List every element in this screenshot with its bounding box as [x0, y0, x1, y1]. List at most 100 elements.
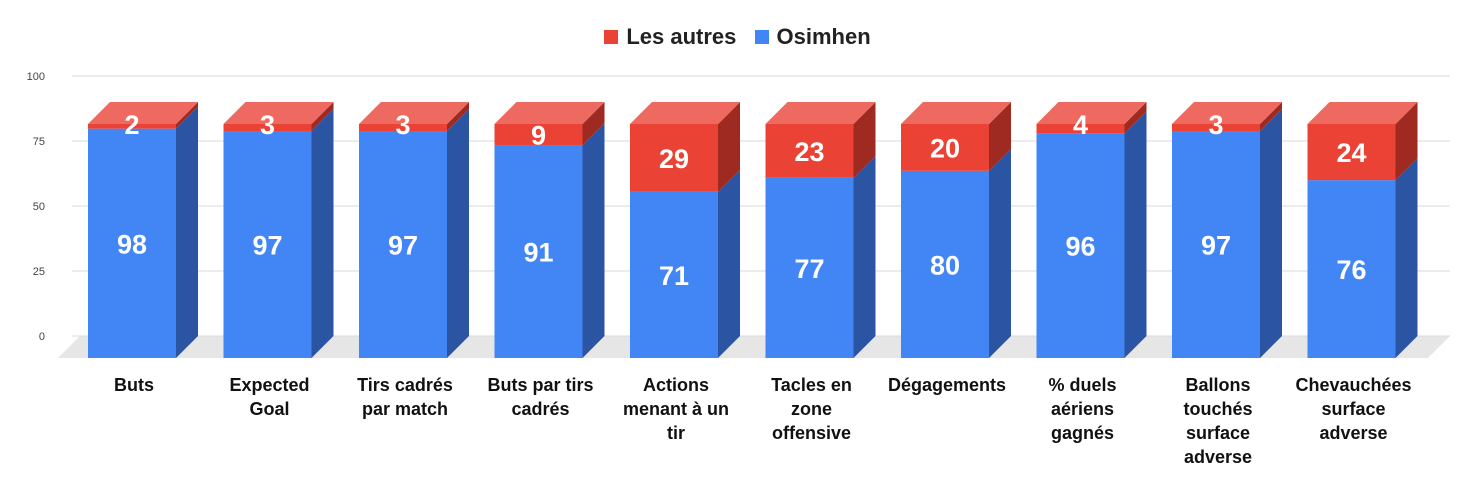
data-label-osimhen-3: 91 [523, 238, 553, 268]
x-tick-label-line: Buts [114, 375, 154, 395]
bar-les-autres-side-2 [447, 102, 469, 132]
x-tick-label-7: % duels aériens gagnés [1048, 375, 1116, 443]
bar-les-autres-side-8 [1260, 102, 1282, 132]
data-label-osimhen-0: 98 [117, 229, 147, 259]
data-label-les-autres-0: 2 [124, 110, 139, 140]
data-label-osimhen-4: 71 [659, 261, 689, 291]
x-tick-label-8: Ballons touchés surface adverse [1183, 375, 1252, 467]
data-label-les-autres-9: 24 [1336, 138, 1366, 168]
bar-top-6 [901, 102, 1011, 124]
x-tick-label-line: offensive [772, 423, 851, 443]
bar-top-2 [359, 102, 469, 124]
bar-osimhen-2 [359, 131, 447, 358]
legend-label-osimhen: Osimhen [776, 24, 871, 49]
x-tick-label-line: Actions [643, 375, 709, 395]
bar-les-autres-6 [901, 124, 989, 171]
bar-osimhen-6 [901, 170, 989, 358]
data-label-osimhen-7: 96 [1065, 232, 1095, 262]
x-tick-label-line: cadrés [511, 399, 569, 419]
x-tick-label-line: Ballons [1185, 375, 1250, 395]
bar-osimhen-4 [630, 191, 718, 358]
bar-les-autres-side-1 [311, 102, 334, 132]
bar-les-autres-side-9 [1395, 102, 1418, 181]
x-tick-label-line: gagnés [1051, 423, 1114, 443]
bar-top-7 [1036, 102, 1147, 124]
bar-les-autres-side-4 [718, 102, 740, 192]
x-tick-label-line: Tacles en [771, 375, 852, 395]
bar-top-8 [1172, 102, 1282, 124]
x-tick-label-line: adverse [1319, 423, 1387, 443]
bar-osimhen-3 [494, 145, 583, 358]
bar-les-autres-9 [1307, 124, 1396, 181]
legend-swatch-osimhen [754, 30, 769, 44]
legend: Les autres Osimhen [0, 24, 1475, 50]
x-tick-label-line: zone [791, 399, 832, 419]
bar-les-autres-1 [223, 124, 312, 132]
legend-item-les-autres[interactable]: Les autres [604, 24, 736, 50]
y-tick-label-25: 25 [33, 266, 45, 278]
data-label-les-autres-3: 9 [531, 121, 546, 151]
y-tick-label-100: 100 [27, 71, 45, 83]
data-label-les-autres-2: 3 [395, 110, 410, 140]
bar-top-3 [494, 102, 605, 124]
data-label-les-autres-7: 4 [1073, 110, 1088, 140]
y-tick-label-75: 75 [33, 136, 45, 148]
legend-item-osimhen[interactable]: Osimhen [754, 24, 871, 50]
x-tick-label-line: Tirs cadrés [357, 375, 453, 395]
bar-top-0 [88, 102, 198, 124]
x-tick-label-line: Buts par tirs [487, 375, 593, 395]
x-tick-label-1: Expected Goal [229, 375, 309, 419]
x-tick-label-4: Actions menant à un tir [623, 375, 729, 443]
bar-osimhen-side-2 [447, 109, 469, 359]
bar-les-autres-4 [630, 124, 718, 192]
x-tick-label-line: Goal [249, 399, 289, 419]
bar-osimhen-8 [1172, 131, 1260, 358]
x-tick-label-line: tir [667, 423, 685, 443]
x-tick-label-line: par match [362, 399, 448, 419]
x-tick-label-6: Dégagements [888, 375, 1006, 395]
x-tick-label-line: % duels [1048, 375, 1116, 395]
x-tick-label-2: Tirs cadrés par match [357, 375, 453, 419]
data-label-osimhen-8: 97 [1201, 231, 1231, 261]
data-label-osimhen-9: 76 [1336, 255, 1366, 285]
bar-osimhen-side-8 [1260, 109, 1282, 359]
x-tick-label-line: surface [1186, 423, 1250, 443]
legend-swatch-les-autres [604, 30, 619, 44]
x-tick-label-line: surface [1321, 399, 1385, 419]
bar-les-autres-3 [494, 124, 583, 146]
bar-osimhen-side-9 [1395, 158, 1418, 358]
x-tick-label-0: Buts [114, 375, 154, 395]
x-tick-label-line: menant à un [623, 399, 729, 419]
data-label-les-autres-6: 20 [930, 133, 960, 163]
x-tick-label-5: Tacles en zone offensive [771, 375, 852, 443]
x-tick-label-line: touchés [1183, 399, 1252, 419]
data-label-les-autres-4: 29 [659, 144, 689, 174]
bar-osimhen-side-3 [582, 123, 605, 358]
bar-top-5 [765, 102, 876, 124]
bar-les-autres-0 [88, 124, 176, 129]
data-label-osimhen-2: 97 [388, 231, 418, 261]
bar-osimhen-side-0 [176, 106, 198, 359]
legend-label-les-autres: Les autres [626, 24, 737, 49]
data-label-les-autres-1: 3 [260, 110, 275, 140]
bar-top-1 [223, 102, 334, 124]
bar-les-autres-5 [765, 124, 854, 178]
bar-top-9 [1307, 102, 1418, 124]
data-label-osimhen-6: 80 [930, 250, 960, 280]
bar-osimhen-side-5 [853, 155, 876, 358]
bar-top-4 [630, 102, 740, 124]
data-label-osimhen-1: 97 [252, 231, 282, 261]
bar-osimhen-side-1 [311, 109, 334, 359]
bar-osimhen-side-7 [1124, 111, 1147, 358]
x-tick-label-line: Expected [229, 375, 309, 395]
y-tick-label-50: 50 [33, 201, 45, 213]
x-tick-label-line: aériens [1051, 399, 1114, 419]
y-tick-label-0: 0 [39, 331, 45, 343]
x-tick-label-line: adverse [1184, 447, 1252, 467]
bar-osimhen-0 [88, 128, 176, 358]
x-tick-label-line: Chevauchées [1295, 375, 1411, 395]
bar-osimhen-side-4 [718, 169, 740, 358]
data-label-les-autres-5: 23 [794, 137, 824, 167]
bar-les-autres-side-0 [176, 102, 198, 129]
